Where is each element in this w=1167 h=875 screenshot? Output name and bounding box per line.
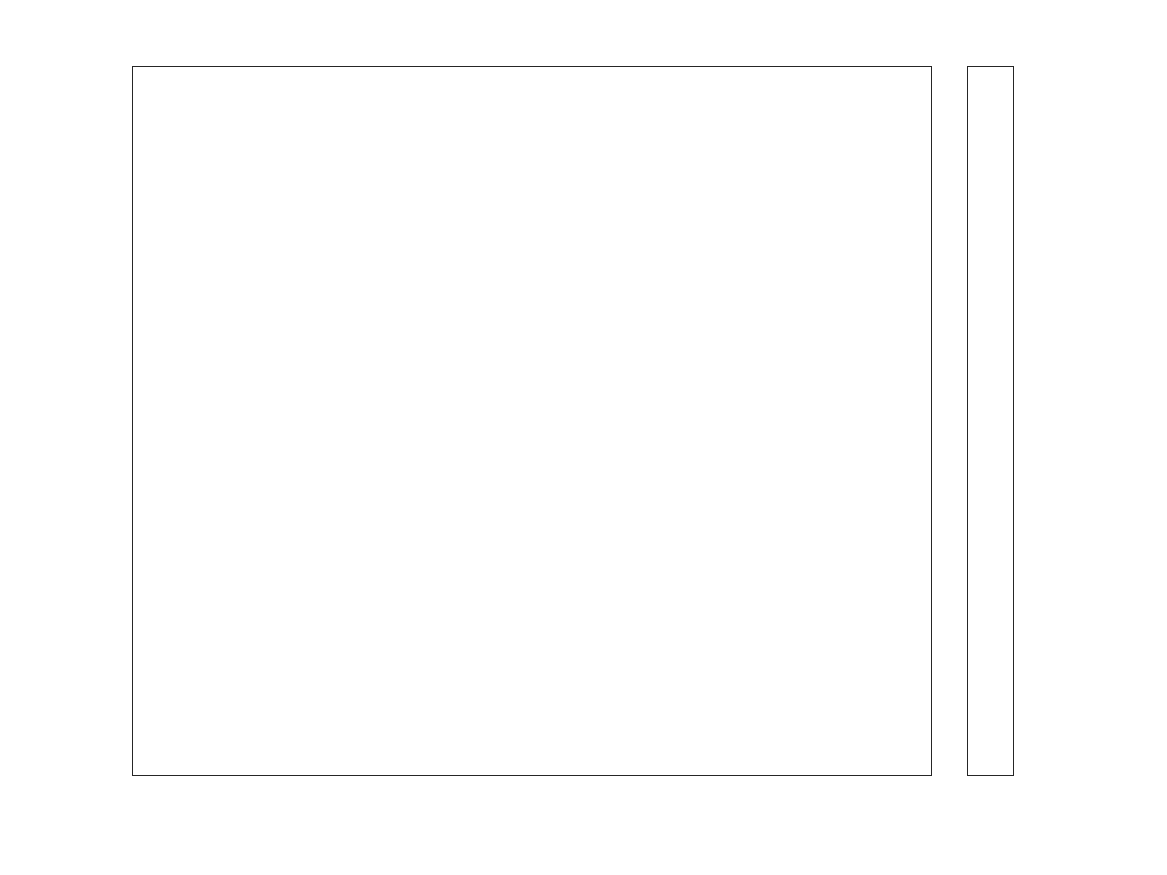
colorbar-canvas xyxy=(967,66,1014,776)
spectrogram-canvas xyxy=(132,66,932,776)
